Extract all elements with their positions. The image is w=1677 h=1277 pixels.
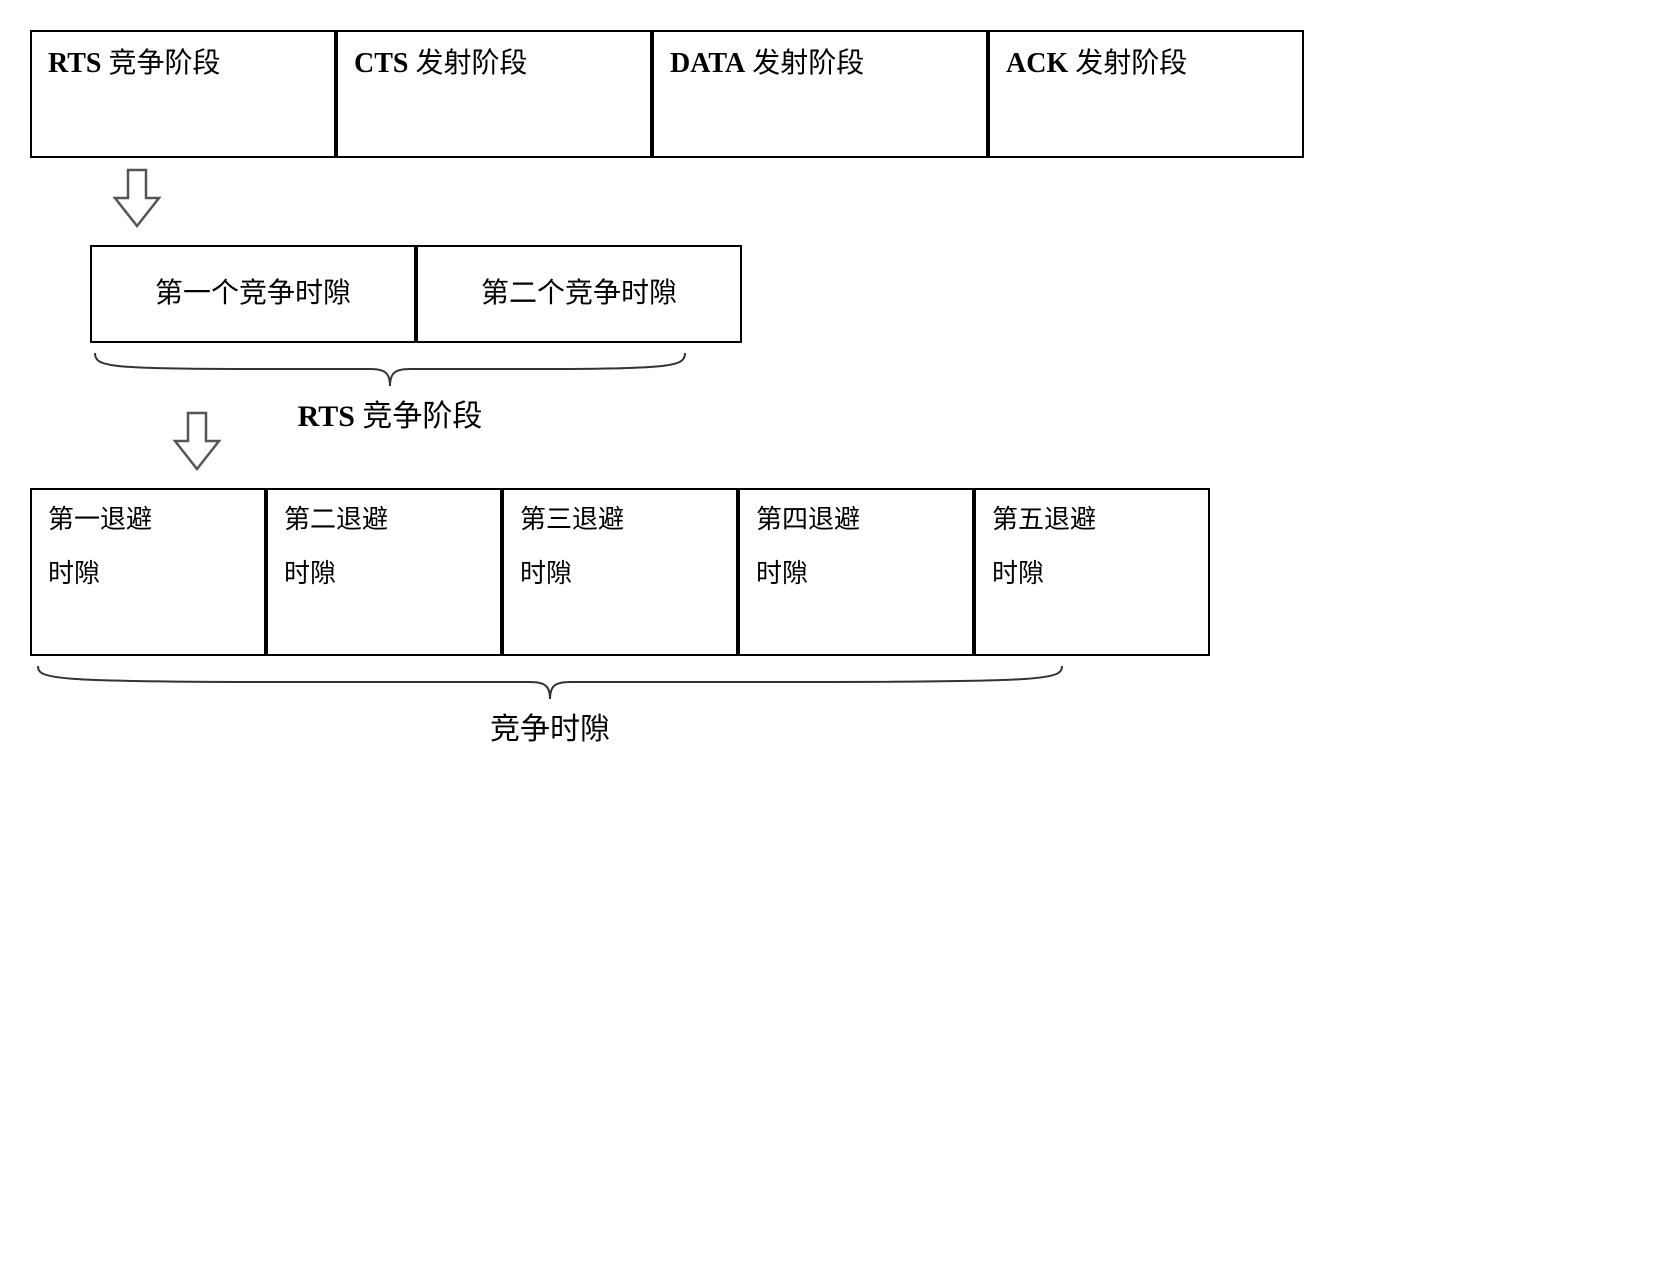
backoff-line2: 时隙 xyxy=(48,556,100,592)
backoff-slot-2: 第二退避 时隙 xyxy=(266,488,502,656)
phase-cell-cts: CTS 发射阶段 xyxy=(336,30,652,158)
phase-suffix: 发射阶段 xyxy=(745,48,864,79)
contention-slot-2: 第二个竞争时隙 xyxy=(416,245,742,343)
backoff-slot-4: 第四退避 时隙 xyxy=(738,488,974,656)
contention-slot-row: 第一个竞争时隙 第二个竞争时隙 xyxy=(90,245,1647,343)
backoff-slot-row: 第一退避 时隙 第二退避 时隙 第三退避 时隙 第四退避 时隙 第五退避 时隙 xyxy=(30,488,1647,656)
backoff-line1: 第三退避 xyxy=(520,502,624,538)
backoff-slots-block: 第一退避 时隙 第二退避 时隙 第三退避 时隙 第四退避 时隙 第五退避 时隙 … xyxy=(30,488,1647,709)
brace-label-contention: 竞争时隙 xyxy=(490,704,610,748)
curly-brace-icon xyxy=(30,664,1070,704)
backoff-line2: 时隙 xyxy=(284,556,336,592)
phase-cell-data: DATA 发射阶段 xyxy=(652,30,988,158)
backoff-line1: 第五退避 xyxy=(992,502,1096,538)
phase-suffix: 发射阶段 xyxy=(1068,48,1187,79)
curly-brace-icon xyxy=(90,351,690,391)
contention-slots-block: 第一个竞争时隙 第二个竞争时隙 RTS 竞争阶段 xyxy=(90,245,1647,396)
arrow-down-icon xyxy=(110,168,1647,235)
phase-prefix: ACK xyxy=(1006,48,1068,79)
backoff-slot-1: 第一退避 时隙 xyxy=(30,488,266,656)
phase-suffix: 发射阶段 xyxy=(408,48,527,79)
phase-cell-ack: ACK 发射阶段 xyxy=(988,30,1304,158)
brace-label-rts: RTS 竞争阶段 xyxy=(298,391,483,435)
backoff-line2: 时隙 xyxy=(756,556,808,592)
brace-prefix: RTS xyxy=(298,400,355,433)
brace-group-rts: RTS 竞争阶段 xyxy=(90,351,690,396)
slot-label: 第二个竞争时隙 xyxy=(481,274,677,313)
slot-label: 第一个竞争时隙 xyxy=(155,274,351,313)
backoff-line1: 第二退避 xyxy=(284,502,388,538)
phase-cell-rts: RTS 竞争阶段 xyxy=(30,30,336,158)
brace-group-contention: 竞争时隙 xyxy=(30,664,1070,709)
phase-prefix: RTS xyxy=(48,48,101,79)
phase-suffix: 竞争阶段 xyxy=(101,48,220,79)
backoff-slot-3: 第三退避 时隙 xyxy=(502,488,738,656)
backoff-line2: 时隙 xyxy=(992,556,1044,592)
brace-suffix: 竞争阶段 xyxy=(355,400,483,433)
contention-slot-1: 第一个竞争时隙 xyxy=(90,245,416,343)
backoff-line1: 第四退避 xyxy=(756,502,860,538)
phase-row: RTS 竞争阶段 CTS 发射阶段 DATA 发射阶段 ACK 发射阶段 xyxy=(30,30,1647,158)
backoff-line1: 第一退避 xyxy=(48,502,152,538)
backoff-slot-5: 第五退避 时隙 xyxy=(974,488,1210,656)
phase-prefix: CTS xyxy=(354,48,408,79)
phase-prefix: DATA xyxy=(670,48,745,79)
backoff-line2: 时隙 xyxy=(520,556,572,592)
